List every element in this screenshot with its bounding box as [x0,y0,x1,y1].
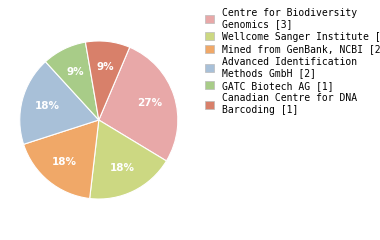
Wedge shape [24,120,99,198]
Wedge shape [99,47,178,161]
Text: 27%: 27% [138,98,163,108]
Text: 9%: 9% [66,67,84,77]
Wedge shape [20,62,99,144]
Wedge shape [90,120,166,199]
Legend: Centre for Biodiversity
Genomics [3], Wellcome Sanger Institute [2], Mined from : Centre for Biodiversity Genomics [3], We… [203,5,380,118]
Wedge shape [46,42,99,120]
Wedge shape [86,41,130,120]
Text: 18%: 18% [52,156,77,167]
Text: 18%: 18% [34,101,59,111]
Text: 9%: 9% [96,62,114,72]
Text: 18%: 18% [110,163,135,173]
